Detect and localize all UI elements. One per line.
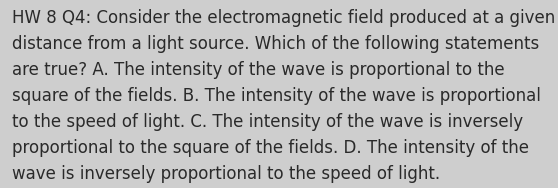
Text: HW 8 Q4: Consider the electromagnetic field produced at a given: HW 8 Q4: Consider the electromagnetic fi… xyxy=(12,9,556,27)
Text: proportional to the square of the fields. D. The intensity of the: proportional to the square of the fields… xyxy=(12,139,530,157)
Text: are true? A. The intensity of the wave is proportional to the: are true? A. The intensity of the wave i… xyxy=(12,61,505,79)
Text: square of the fields. B. The intensity of the wave is proportional: square of the fields. B. The intensity o… xyxy=(12,87,541,105)
Text: to the speed of light. C. The intensity of the wave is inversely: to the speed of light. C. The intensity … xyxy=(12,113,523,131)
Text: distance from a light source. Which of the following statements: distance from a light source. Which of t… xyxy=(12,35,540,53)
Text: wave is inversely proportional to the speed of light.: wave is inversely proportional to the sp… xyxy=(12,165,440,183)
